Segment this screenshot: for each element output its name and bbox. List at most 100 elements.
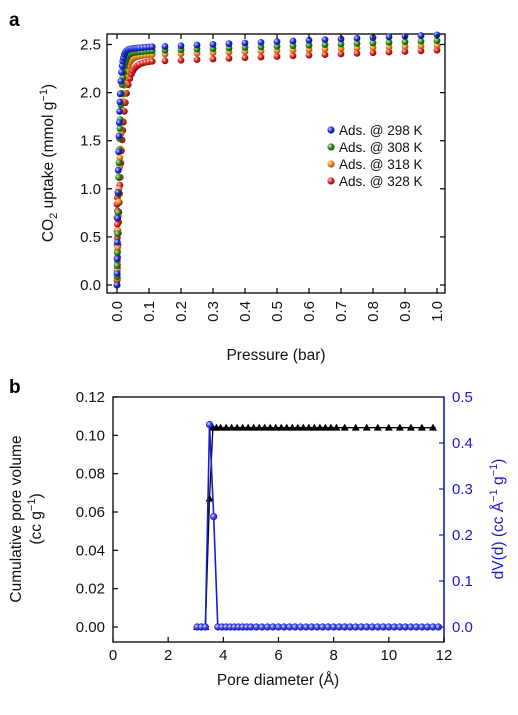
- chart-b-ytick-left-label: 0.06: [76, 504, 105, 521]
- chart-b-ylabel-left-line1: Cumulative pore volume: [8, 435, 25, 602]
- chart-a-point: [114, 209, 122, 216]
- chart-b-ytick-right-label: 0.1: [452, 573, 473, 590]
- chart-a-point: [385, 38, 393, 46]
- chart-a-point: [353, 34, 361, 42]
- chart-a-point: [417, 32, 425, 39]
- chart-b-cumulative-marker: [293, 423, 302, 431]
- chart-a-point: [433, 46, 441, 54]
- chart-b-ytick-left-label: 0.00: [76, 619, 105, 636]
- chart-a-point: [385, 33, 393, 41]
- chart-a-point: [321, 36, 329, 44]
- chart-a-point: [161, 57, 169, 65]
- chart-a-point: [337, 40, 345, 48]
- chart-a-point: [417, 47, 425, 55]
- chart-b-cumulative-marker: [244, 423, 253, 431]
- chart-a-frame: [106, 33, 446, 294]
- chart-a-ylabel: CO2 uptake (mmol g−1): [38, 84, 60, 242]
- chart-a-point: [305, 51, 313, 59]
- chart-a-point: [385, 48, 393, 56]
- chart-b-cumulative-marker: [216, 423, 225, 431]
- chart-a-point: [241, 39, 249, 47]
- chart-b-cumulative-marker: [428, 423, 437, 431]
- chart-b-ytick-right-label: 0.0: [452, 619, 473, 636]
- chart-a-point: [114, 230, 122, 238]
- chart-a-point: [113, 270, 121, 277]
- chart-b-cumulative-series: [193, 423, 437, 630]
- chart-a-point: [257, 53, 265, 61]
- chart-a-xtick-label: 0.4: [237, 301, 254, 322]
- chart-a-legend-label: Ads. @ 298 K: [339, 123, 423, 138]
- chart-a-point: [193, 41, 201, 49]
- chart-a-xtick-label: 0.0: [109, 301, 126, 322]
- chart-b-differential-point: [210, 512, 218, 521]
- chart-b-ylabel-right: dV(d) (cc Å−1 g−1): [488, 459, 507, 580]
- chart-b-xtick-label: 0: [109, 647, 117, 664]
- chart-b-ytick-left-label: 0.02: [76, 581, 105, 598]
- chart-a-point: [433, 42, 441, 49]
- chart-b-cumulative-marker: [238, 423, 247, 431]
- chart-b-ytick-right-label: 0.3: [452, 481, 473, 498]
- chart-b-cumulative-marker: [326, 423, 335, 431]
- chart-a-point: [116, 90, 124, 98]
- chart-a-point: [401, 48, 409, 55]
- chart-a-point: [118, 68, 125, 76]
- chart-a-point: [115, 148, 122, 156]
- chart-a-point: [114, 166, 122, 174]
- chart-a-ytick-label: 1.5: [80, 133, 101, 150]
- chart-b-xtick-label: 2: [164, 647, 172, 664]
- chart-a: 0.0 0.1 0.2 0.3 0.4 0.5 0.6 0.7 0.8 0.9 1.0 0.0 0.5…: [38, 31, 446, 364]
- chart-b-ylabel-left-line2: (cc g−1): [26, 493, 45, 544]
- chart-a-point: [193, 56, 201, 64]
- chart-b-cumulative-marker: [332, 423, 341, 431]
- chart-a-legend-label: Ads. @ 308 K: [339, 140, 423, 155]
- chart-b-cumulative-marker: [340, 423, 349, 431]
- chart-a-point: [177, 56, 185, 64]
- chart-b-ytick-right-label: 0.5: [452, 389, 473, 406]
- chart-b-cumulative-marker: [384, 423, 393, 431]
- chart-b-xtick-label: 8: [329, 647, 337, 664]
- chart-a-point: [114, 188, 122, 196]
- chart-a-xtick-label: 0.5: [269, 301, 286, 322]
- chart-b-cumulative-marker: [310, 423, 319, 431]
- chart-b-xtick-label: 6: [274, 647, 282, 664]
- chart-b-cumulative-marker: [321, 423, 330, 431]
- chart-a-point: [114, 243, 122, 251]
- chart-a-point: [273, 38, 281, 46]
- chart-a-point: [148, 57, 156, 65]
- chart-a-point: [209, 40, 217, 48]
- chart-a-point: [401, 38, 409, 46]
- chart-a-xtick-label: 0.2: [173, 301, 190, 322]
- chart-a-ytick-label: 1.0: [80, 181, 101, 198]
- chart-b-ytick-left-label: 0.04: [76, 542, 105, 559]
- chart-a-point: [115, 132, 123, 140]
- chart-b-xtick-label: 10: [380, 647, 397, 664]
- chart-a-point: [273, 53, 281, 60]
- chart-a-point: [161, 43, 169, 50]
- chart-a-legend-label: Ads. @ 328 K: [339, 174, 423, 189]
- chart-b-cumulative-marker: [406, 423, 415, 431]
- chart-a-point: [417, 37, 425, 45]
- chart-b: 0 2 4 6 8 10 12 0.00 0.02 0.04 0.06 0.08 0.10 0.12 0…: [8, 389, 507, 689]
- chart-a-point: [289, 42, 297, 50]
- chart-a-point: [225, 54, 233, 62]
- chart-a-point: [116, 125, 124, 132]
- chart-a-point: [113, 255, 121, 263]
- chart-a-point: [337, 50, 345, 58]
- chart-a-xtick-label: 0.7: [333, 301, 350, 322]
- chart-a-point: [417, 42, 425, 50]
- chart-b-differential-line: [197, 424, 439, 628]
- chart-a-legend-marker: [327, 143, 335, 151]
- chart-a-ytick-label: 0.0: [80, 277, 101, 294]
- chart-a-ytick-label: 2.5: [80, 37, 101, 54]
- chart-a-point: [116, 108, 123, 115]
- chart-a-point: [321, 41, 329, 49]
- chart-a-point: [113, 238, 121, 246]
- chart-b-cumulative-marker: [266, 423, 275, 431]
- chart-a-point: [115, 159, 123, 167]
- chart-a-point: [305, 41, 313, 49]
- chart-b-ytick-right-label: 0.2: [452, 527, 473, 544]
- chart-a-xlabel: Pressure (bar): [226, 347, 325, 364]
- chart-a-series-298K: [113, 31, 441, 289]
- panel-b-letter: b: [9, 377, 21, 398]
